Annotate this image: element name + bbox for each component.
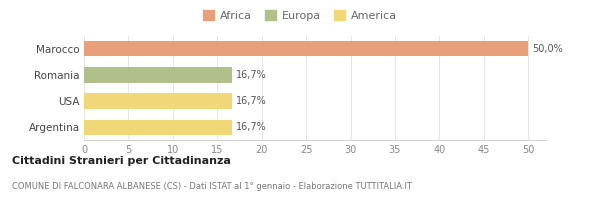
Text: 16,7%: 16,7%	[236, 70, 266, 80]
Bar	[84, 93, 232, 109]
Text: 50,0%: 50,0%	[532, 44, 563, 54]
Bar	[84, 120, 232, 135]
Legend: Africa, Europa, America: Africa, Europa, America	[199, 6, 401, 25]
Text: 16,7%: 16,7%	[236, 122, 266, 132]
Bar	[84, 41, 528, 56]
Text: COMUNE DI FALCONARA ALBANESE (CS) - Dati ISTAT al 1° gennaio - Elaborazione TUTT: COMUNE DI FALCONARA ALBANESE (CS) - Dati…	[12, 182, 412, 191]
Text: 16,7%: 16,7%	[236, 96, 266, 106]
Bar	[84, 67, 232, 83]
Text: Cittadini Stranieri per Cittadinanza: Cittadini Stranieri per Cittadinanza	[12, 156, 231, 166]
